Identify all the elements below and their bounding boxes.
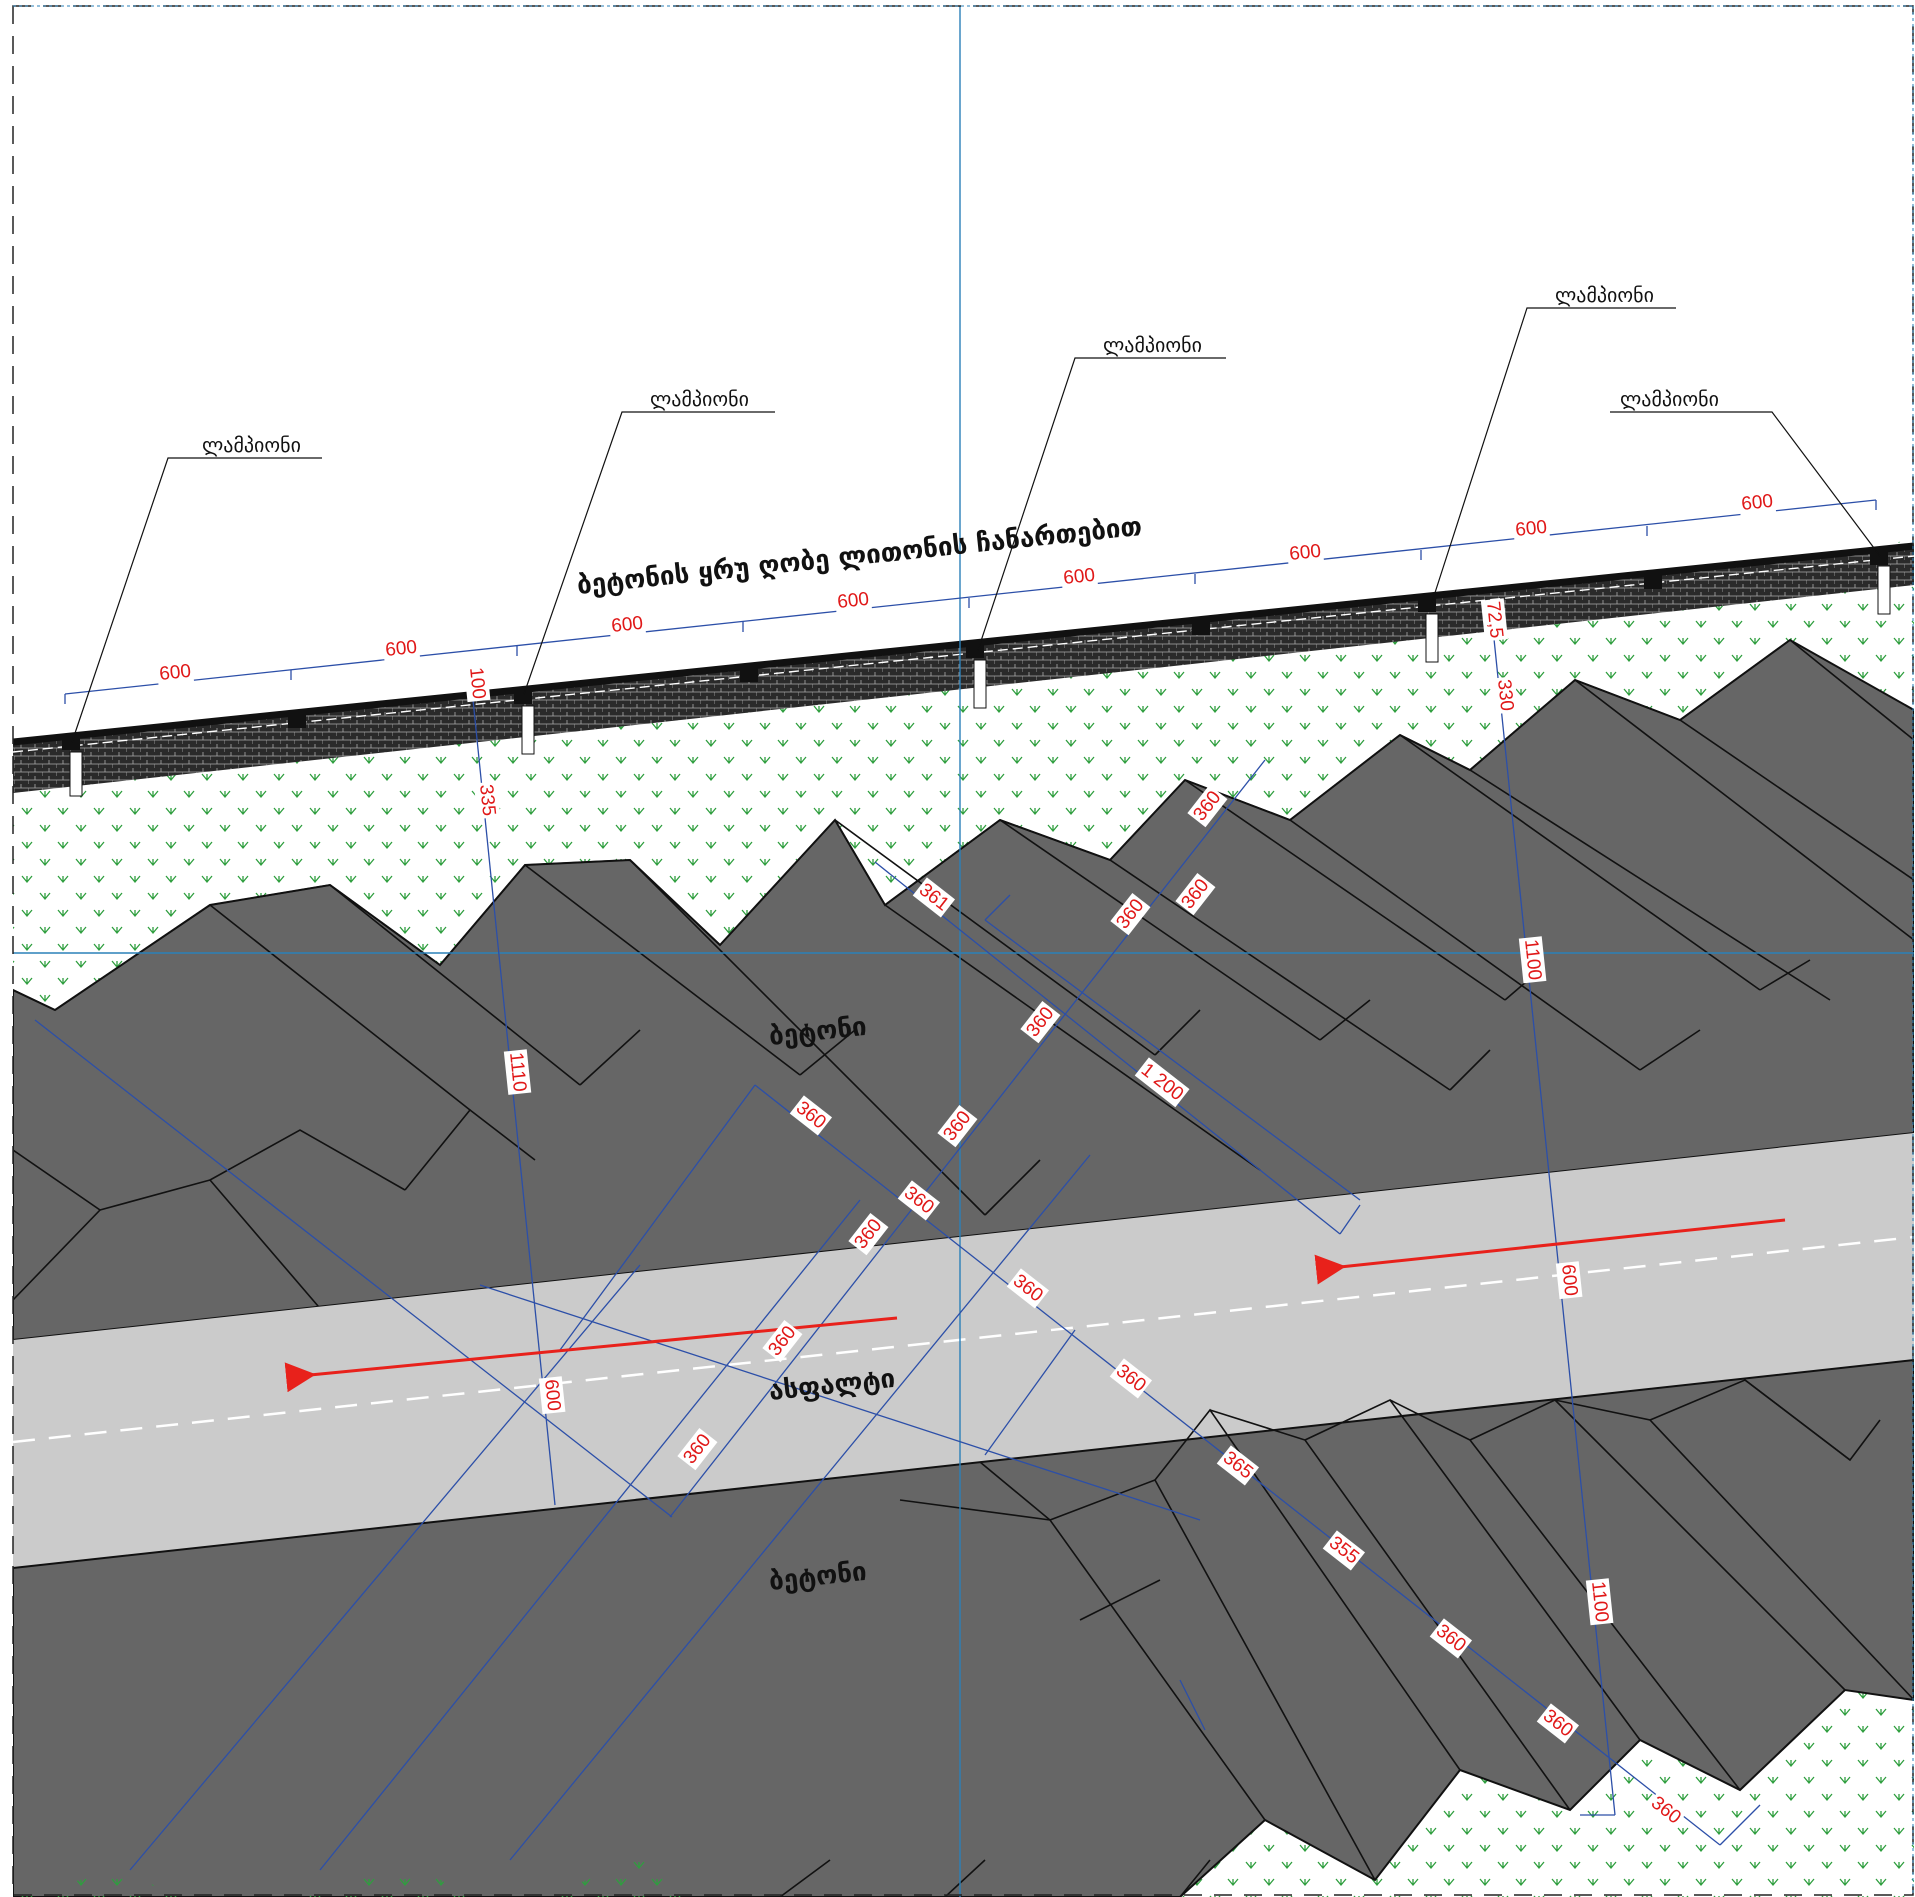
traffic-arrow-icon: [1314, 1218, 1786, 1285]
dimension-label-background: [1480, 598, 1508, 642]
lamp-post-icon: [62, 734, 83, 797]
lamp-leaders: [71, 307, 1881, 743]
dimension-label-background: [1491, 676, 1519, 715]
dim-1100-top: 1100: [1520, 938, 1545, 981]
dimension-label-background: [1187, 784, 1228, 828]
lamp-label-2: ლამპიონი: [650, 387, 749, 411]
dimension-label-background: [1555, 1261, 1583, 1300]
dimension-label-background: [1060, 563, 1099, 591]
wall-dim-2: 600: [384, 637, 418, 661]
dimension-label-background: [1585, 1578, 1614, 1626]
dimension-label-background: [1286, 539, 1325, 567]
dimension-label-background: [1322, 1530, 1366, 1571]
dimension-label-background: [1006, 1268, 1050, 1309]
lamp-post-icon: [1644, 573, 1662, 589]
dimension-label-background: [1536, 1703, 1580, 1744]
dimension-label-background: [762, 1319, 803, 1363]
dimension-label-background: [834, 587, 873, 615]
dimension-label-background: [538, 1376, 566, 1415]
wall-dim-8: 600: [1740, 491, 1774, 515]
dim-1100-bottom: 1100: [1587, 1580, 1612, 1623]
sheet-border: [12, 5, 1914, 1896]
dimension-label-background: [1109, 1358, 1153, 1399]
dimension-label-background: [937, 1104, 978, 1148]
dimension-label-background: [1020, 1000, 1061, 1044]
dimension-label-background: [382, 635, 421, 663]
dimension-label-background: [1512, 515, 1551, 543]
dimension-label-background: [677, 1427, 718, 1471]
lower-stall-outlines: [779, 1379, 1914, 1897]
dimension-label-background: [1518, 936, 1547, 984]
road-center-line: [13, 1235, 1914, 1444]
dimension-label-background: [1216, 1445, 1260, 1486]
lamp-post-icon: [288, 712, 306, 728]
traffic-arrow-icon: [284, 1316, 898, 1393]
dimension-label-background: [912, 877, 956, 918]
dim-725: 72,5: [1482, 600, 1507, 639]
lamp-post-icon: [740, 666, 758, 682]
dimension-label-background: [608, 611, 647, 639]
lamp-post-icon: [1418, 596, 1439, 663]
concrete-wall: [13, 542, 1914, 793]
dimension-label-background: [1134, 1057, 1190, 1108]
lamp-label-5: ლამპიონი: [1620, 387, 1719, 411]
dim-100: 100: [465, 666, 489, 700]
wall-dim-4: 600: [836, 589, 870, 613]
wall-dimension-labels: 600 600 600 600 600 600 600 600: [156, 489, 1777, 687]
dimension-label-background: [473, 781, 501, 820]
dim-600-right: 600: [1557, 1263, 1581, 1297]
wall-dim-7: 600: [1514, 517, 1548, 541]
dimension-label-background: [156, 659, 195, 687]
dimension-label-background: [848, 1212, 889, 1256]
lamp-label-3: ლამპიონი: [1103, 333, 1202, 357]
dim-330: 330: [1493, 678, 1517, 712]
lamp-post-icon: [1870, 549, 1891, 615]
asphalt-road: [13, 1133, 1914, 1568]
dimension-label-background: [1644, 1790, 1688, 1831]
wall-dim-1: 600: [158, 661, 192, 685]
dimension-label-background: [897, 1180, 941, 1221]
dimension-label-background: [463, 664, 491, 703]
lamp-posts: [62, 549, 1891, 797]
wall-dim-5: 600: [1062, 565, 1096, 589]
lamp-post-icon: [514, 688, 535, 755]
dimension-label-background: [1738, 489, 1777, 517]
lamp-post-icon: [1192, 619, 1210, 635]
dimension-label-background: [1110, 892, 1151, 936]
dim-1110: 1110: [505, 1051, 530, 1092]
wall-dim-3: 600: [610, 613, 644, 637]
dim-600-left: 600: [540, 1378, 564, 1412]
upper-stall-outlines: [13, 638, 1914, 1321]
lamp-label-4: ლამპიონი: [1555, 283, 1654, 307]
lamp-label-1: ლამპიონი: [202, 433, 301, 457]
dimension-label-background: [1175, 872, 1216, 916]
dimension-label-background: [789, 1095, 833, 1136]
dimension-label-background: [1429, 1618, 1473, 1659]
dimension-label-background: [503, 1049, 532, 1095]
dim-335: 335: [475, 783, 499, 817]
stall-dimension-labels: 360 360 360 360 360 360 360 360 360 360 …: [677, 784, 1688, 1831]
wall-dim-6: 600: [1288, 541, 1322, 565]
